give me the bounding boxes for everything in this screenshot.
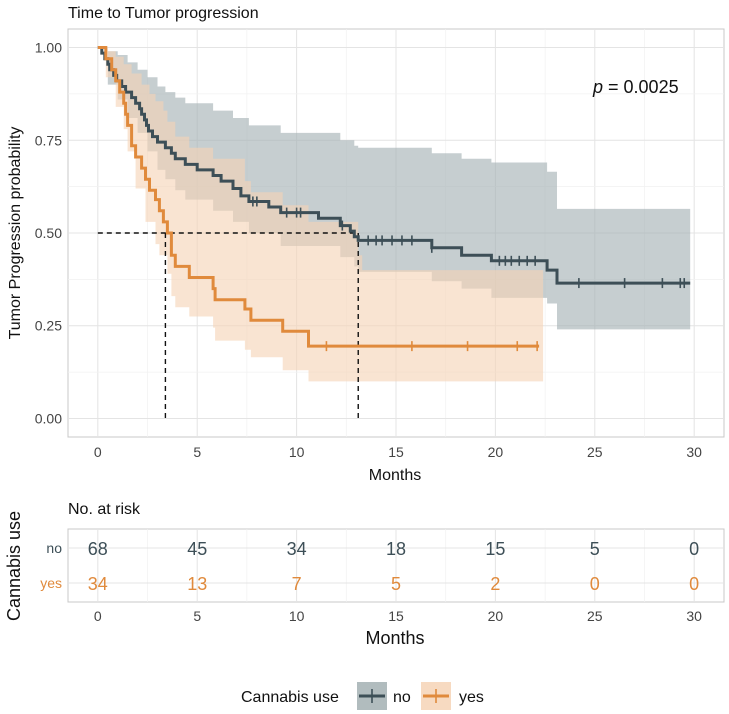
- median-lines: [97, 232, 359, 419]
- p-value: = 0.0025: [603, 77, 679, 97]
- censor-marks: [252, 196, 686, 352]
- x-tick-label: 25: [587, 444, 603, 460]
- risk-value-yes: 0: [689, 574, 699, 594]
- ci-band-yes: [97, 47, 544, 382]
- y-tick-label: 0.25: [35, 318, 62, 334]
- risk-value-yes: 13: [187, 574, 207, 594]
- risk-value-yes: 7: [292, 574, 302, 594]
- x-tick-label: 30: [686, 444, 702, 460]
- risk-values: 68 45 34 18 15 5 0 34 13 7 5 2 0 0: [88, 539, 699, 594]
- risk-value-no: 15: [485, 539, 505, 559]
- x-tick-labels: 0 5 10 15 20 25 30: [94, 444, 702, 460]
- curve-no: [97, 46, 691, 285]
- risk-x-tick-label: 5: [193, 608, 201, 624]
- risk-x-tick-label: 0: [94, 608, 102, 624]
- risk-x-axis-label: Months: [365, 628, 424, 648]
- y-tick-label: 0.50: [35, 225, 62, 241]
- y-tick-label: 1.00: [35, 40, 62, 56]
- risk-value-no: 0: [689, 539, 699, 559]
- y-axis-label: Tumor Progression probability: [7, 127, 24, 340]
- p-value-annotation: p = 0.0025: [592, 77, 679, 97]
- risk-grid: [68, 529, 724, 602]
- survival-curves: [97, 46, 691, 348]
- risk-strata-label-no: no: [46, 540, 62, 556]
- p-symbol: p: [592, 77, 603, 97]
- risk-value-no: 45: [187, 539, 207, 559]
- risk-value-yes: 2: [490, 574, 500, 594]
- risk-value-yes: 0: [590, 574, 600, 594]
- risk-x-tick-label: 25: [587, 608, 603, 624]
- legend-label-no: no: [393, 689, 411, 706]
- x-tick-label: 5: [193, 444, 201, 460]
- risk-x-tick-label: 20: [488, 608, 504, 624]
- risk-value-yes: 34: [88, 574, 108, 594]
- ci-bands: [97, 47, 691, 382]
- chart-title: Time to Tumor progression: [68, 5, 259, 22]
- risk-x-tick-label: 10: [289, 608, 305, 624]
- legend: Cannabis use no yes: [241, 682, 484, 710]
- risk-strata-label-yes: yes: [40, 575, 62, 591]
- legend-title: Cannabis use: [241, 689, 339, 706]
- x-tick-label: 20: [488, 444, 504, 460]
- risk-x-tick-label: 30: [686, 608, 702, 624]
- risk-value-no: 68: [88, 539, 108, 559]
- y-tick-labels: 0.00 0.25 0.50 0.75 1.00: [35, 40, 62, 427]
- risk-value-yes: 5: [391, 574, 401, 594]
- risk-x-tick-label: 15: [388, 608, 404, 624]
- risk-value-no: 5: [590, 539, 600, 559]
- x-tick-label: 10: [289, 444, 305, 460]
- x-tick-label: 0: [94, 444, 102, 460]
- ci-band-no: [97, 47, 691, 330]
- legend-label-yes: yes: [459, 689, 484, 706]
- curve-yes: [97, 46, 540, 348]
- x-tick-label: 15: [388, 444, 404, 460]
- risk-x-tick-labels: 0 5 10 15 20 25 30: [94, 608, 702, 624]
- risk-value-no: 34: [287, 539, 307, 559]
- x-axis-label: Months: [369, 467, 421, 484]
- risk-strata-labels: no yes: [40, 540, 62, 591]
- risk-table-title: No. at risk: [68, 501, 141, 518]
- y-tick-label: 0.00: [35, 410, 62, 426]
- risk-value-no: 18: [386, 539, 406, 559]
- y-tick-label: 0.75: [35, 132, 62, 148]
- risk-y-axis-label: Cannabis use: [4, 511, 24, 621]
